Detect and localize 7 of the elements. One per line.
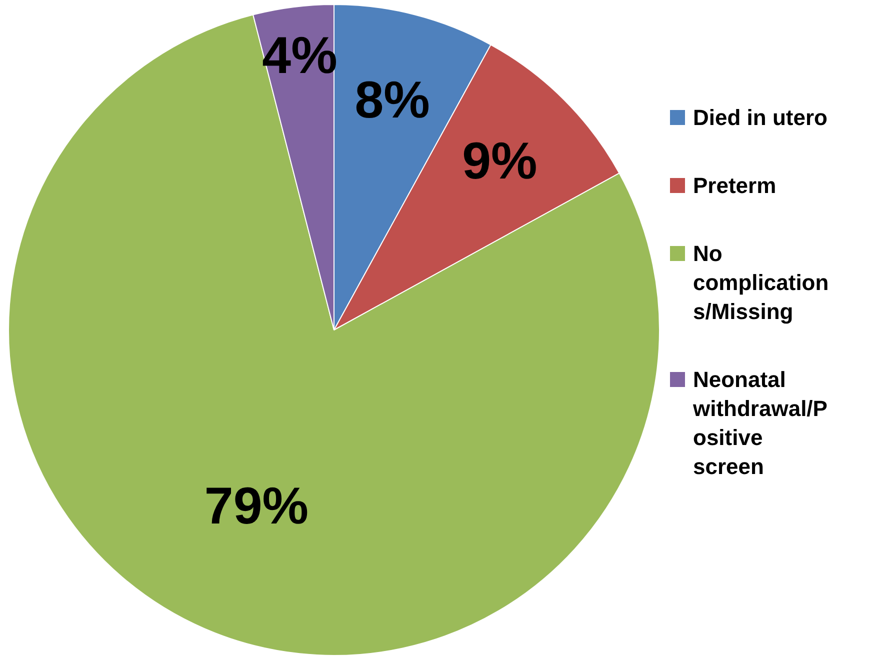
data-label: 8%	[354, 71, 430, 130]
legend-label: Preterm	[693, 172, 778, 200]
data-label: 9%	[462, 132, 538, 191]
legend-label: Died in utero	[693, 104, 828, 132]
legend-label: Neonatal withdrawal/Positive screen	[693, 366, 828, 481]
data-label: 79%	[204, 478, 308, 536]
slice-label: No complications/Missing	[693, 240, 830, 326]
